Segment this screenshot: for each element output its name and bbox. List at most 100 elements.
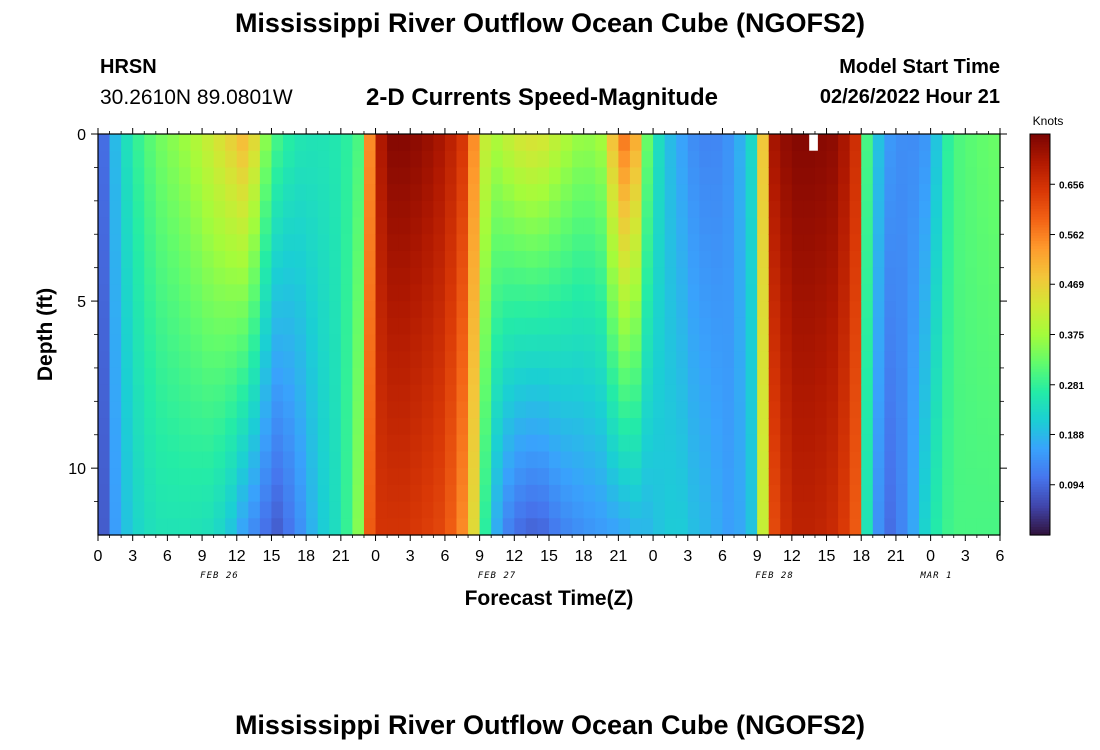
heatmap-cell <box>502 301 515 319</box>
heatmap-cell <box>560 518 573 536</box>
heatmap-cell <box>340 184 354 202</box>
heatmap-cell <box>283 484 296 503</box>
heatmap-cell <box>861 134 874 152</box>
heatmap-cell <box>109 451 122 469</box>
heatmap-cell <box>976 184 990 202</box>
colorbar-segment <box>1030 248 1050 253</box>
heatmap-cell <box>629 334 643 352</box>
heatmap-cell <box>132 418 145 436</box>
heatmap-cell <box>155 267 168 285</box>
heatmap-cell <box>259 301 273 319</box>
heatmap-cell <box>803 317 816 336</box>
heatmap-cell <box>190 234 203 252</box>
heatmap-cell <box>641 367 654 386</box>
heatmap-cell <box>144 484 157 503</box>
heatmap-cell <box>849 484 862 503</box>
heatmap-cell <box>826 468 839 486</box>
heatmap-cell <box>895 518 909 536</box>
heatmap-cell <box>387 367 400 386</box>
heatmap-cell <box>444 334 458 352</box>
heatmap-cell <box>98 401 111 419</box>
heatmap-cell <box>722 384 735 402</box>
heatmap-cell <box>213 301 226 319</box>
heatmap-cell <box>155 351 168 369</box>
heatmap-cell <box>930 200 943 219</box>
heatmap-cell <box>710 518 724 536</box>
heatmap-cell <box>849 367 862 386</box>
heatmap-cell <box>317 284 330 302</box>
heatmap-cell <box>976 250 990 269</box>
y-tick-label: 10 <box>68 461 86 478</box>
heatmap-cell <box>884 434 897 453</box>
heatmap-cell <box>942 434 955 453</box>
heatmap-cell <box>722 267 735 285</box>
heatmap-cell <box>791 234 805 252</box>
heatmap-cell <box>953 167 966 185</box>
heatmap-cell <box>549 351 562 369</box>
heatmap-cell <box>791 284 805 302</box>
x-tick-label: 0 <box>371 548 380 565</box>
heatmap-cell <box>687 484 700 503</box>
date-label: FEB 26 <box>200 571 239 581</box>
heatmap-cell <box>468 501 481 519</box>
heatmap-cell <box>826 317 839 336</box>
heatmap-cell <box>618 284 631 302</box>
heatmap-cell <box>560 434 573 453</box>
heatmap-cell <box>514 301 527 319</box>
heatmap-cell <box>710 150 724 169</box>
heatmap-cell <box>479 484 492 503</box>
heatmap-cell <box>190 250 203 269</box>
heatmap-cell <box>803 150 816 169</box>
heatmap-cell <box>884 134 897 152</box>
heatmap-cell <box>699 234 712 252</box>
heatmap-cell <box>387 167 400 185</box>
heatmap-cell <box>919 518 932 536</box>
heatmap-cell <box>167 434 180 453</box>
heatmap-cell <box>618 301 631 319</box>
heatmap-cell <box>895 150 909 169</box>
heatmap-cell <box>363 434 377 453</box>
heatmap-cell <box>121 200 134 219</box>
colorbar-segment <box>1030 200 1050 205</box>
heatmap-cell <box>410 301 423 319</box>
heatmap-cell <box>352 367 365 386</box>
heatmap-cell <box>306 150 319 169</box>
heatmap-cell <box>502 184 515 202</box>
heatmap-cell <box>849 234 862 252</box>
heatmap-cell <box>618 134 631 152</box>
heatmap-cell <box>132 434 145 453</box>
heatmap-cell <box>329 134 342 152</box>
heatmap-cell <box>687 418 700 436</box>
heatmap-cell <box>444 351 458 369</box>
heatmap-cell <box>98 367 111 386</box>
heatmap-cell <box>757 484 770 503</box>
heatmap-cell <box>109 284 122 302</box>
heatmap-cell <box>144 301 157 319</box>
heatmap-cell <box>549 518 562 536</box>
colorbar-segment <box>1030 401 1050 405</box>
heatmap-cell <box>965 518 978 536</box>
heatmap-cell <box>456 484 469 503</box>
heatmap-cell <box>121 367 134 386</box>
heatmap-cell <box>629 418 643 436</box>
heatmap-cell <box>965 200 978 219</box>
heatmap-cell <box>676 501 689 519</box>
heatmap-cell <box>317 468 330 486</box>
heatmap-cell <box>629 501 643 519</box>
heatmap-cell <box>479 217 492 235</box>
heatmap-cell <box>479 367 492 386</box>
heatmap-cell <box>629 200 643 219</box>
heatmap-cell <box>572 284 585 302</box>
heatmap-cell <box>294 334 307 352</box>
heatmap-cell <box>283 501 296 519</box>
heatmap-cell <box>884 334 897 352</box>
heatmap-cell <box>306 484 319 503</box>
heatmap-cell <box>757 301 770 319</box>
heatmap-cell <box>595 217 608 235</box>
heatmap-cell <box>410 267 423 285</box>
heatmap-cell <box>410 184 423 202</box>
heatmap-cell <box>375 434 388 453</box>
colorbar-segment <box>1030 251 1050 255</box>
heatmap-cell <box>780 250 793 269</box>
